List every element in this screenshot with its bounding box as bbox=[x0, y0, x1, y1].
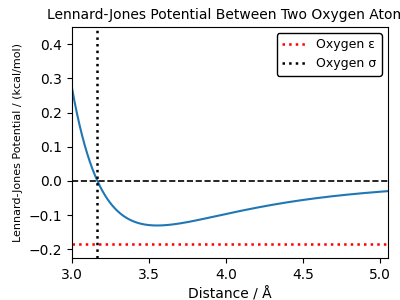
Title: Lennard-Jones Potential Between Two Oxygen Atoms: Lennard-Jones Potential Between Two Oxyg… bbox=[47, 8, 400, 22]
X-axis label: Distance / Å: Distance / Å bbox=[188, 287, 272, 300]
Legend: Oxygen ε, Oxygen σ: Oxygen ε, Oxygen σ bbox=[276, 33, 382, 76]
Y-axis label: Lennard-Jones Potential / (kcal/mol): Lennard-Jones Potential / (kcal/mol) bbox=[13, 43, 23, 242]
